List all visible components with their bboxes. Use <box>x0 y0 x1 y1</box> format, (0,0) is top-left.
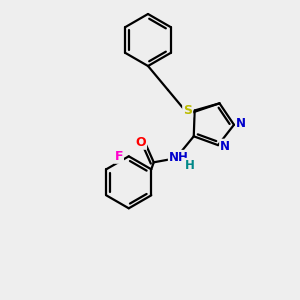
Text: H: H <box>185 159 195 172</box>
Text: S: S <box>183 104 192 117</box>
Text: N: N <box>236 117 246 130</box>
Text: F: F <box>115 150 123 163</box>
Text: N: N <box>220 140 230 153</box>
Text: O: O <box>135 136 146 149</box>
Text: NH: NH <box>169 151 189 164</box>
